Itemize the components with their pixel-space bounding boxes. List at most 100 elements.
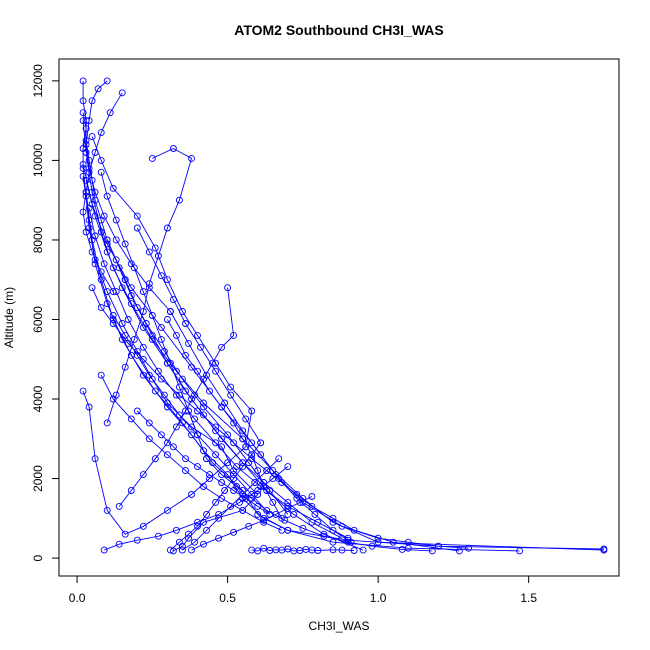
data-point	[175, 411, 183, 419]
data-point	[465, 544, 472, 552]
data-point	[109, 312, 117, 319]
series-line	[106, 239, 289, 515]
data-point	[97, 156, 105, 164]
data-point	[127, 415, 135, 423]
data-point	[145, 371, 153, 379]
data-point	[88, 176, 96, 184]
data-point	[157, 323, 165, 331]
data-point	[91, 232, 99, 240]
data-point	[175, 196, 183, 204]
data-point	[516, 547, 524, 555]
data-point	[133, 304, 141, 312]
data-point	[194, 331, 201, 339]
data-point	[284, 504, 292, 512]
data-point	[88, 284, 96, 292]
data-point	[139, 355, 147, 363]
data-point	[299, 524, 307, 532]
data-point	[320, 532, 328, 540]
data-point	[344, 534, 352, 542]
data-point	[118, 284, 126, 292]
data-point	[145, 435, 153, 443]
data-point	[163, 276, 171, 284]
data-point	[206, 475, 213, 483]
data-point	[227, 383, 235, 391]
data-point	[82, 149, 90, 156]
data-point	[329, 538, 337, 546]
data-point	[263, 467, 271, 475]
series-line	[206, 458, 433, 552]
data-point	[227, 502, 235, 510]
data-point	[112, 236, 120, 244]
series-line	[136, 410, 271, 515]
data-point	[239, 491, 247, 498]
data-point	[166, 308, 174, 315]
data-point	[182, 467, 189, 475]
data-point	[218, 479, 226, 486]
series-line	[136, 227, 262, 444]
data-point	[260, 544, 268, 552]
y-tick-label: 2000	[31, 465, 45, 492]
data-point	[242, 415, 250, 423]
data-point	[91, 212, 99, 220]
series-line	[85, 192, 520, 552]
data-point	[115, 540, 123, 548]
plot-area	[79, 77, 608, 555]
data-point	[163, 403, 171, 411]
data-point	[133, 224, 141, 232]
data-point	[91, 188, 99, 196]
data-point	[148, 335, 156, 343]
x-tick-label: 1.0	[370, 591, 387, 605]
series-line	[104, 466, 289, 551]
data-point	[157, 272, 165, 280]
y-tick-label: 8000	[31, 226, 45, 253]
y-axis: 0 2000 4000 6000 8000 10000 12000	[31, 64, 60, 561]
data-point	[103, 77, 111, 85]
data-point	[121, 530, 129, 538]
data-point	[260, 516, 268, 524]
data-point	[212, 367, 220, 375]
data-point	[139, 288, 147, 296]
x-axis: 0.0 0.5 1.0 1.5	[69, 575, 537, 605]
data-point	[157, 335, 165, 343]
data-point	[227, 391, 235, 399]
data-point	[221, 487, 229, 494]
data-point	[230, 419, 238, 427]
data-point	[260, 518, 268, 526]
data-point	[200, 403, 207, 411]
data-point	[206, 387, 213, 395]
data-point	[163, 224, 171, 232]
data-point	[257, 439, 265, 447]
data-point	[281, 516, 289, 524]
data-point	[91, 455, 99, 463]
series-line	[100, 374, 282, 531]
data-point	[109, 320, 117, 327]
data-point	[314, 547, 322, 554]
data-point	[350, 526, 358, 534]
data-point	[163, 439, 171, 447]
data-point	[85, 204, 93, 212]
data-point	[188, 154, 195, 162]
data-point	[182, 351, 189, 359]
data-point	[145, 284, 153, 292]
data-point	[191, 391, 198, 399]
series-line	[124, 279, 343, 539]
data-point	[157, 431, 165, 439]
data-point	[254, 467, 262, 475]
data-point	[248, 439, 256, 447]
y-tick-label: 10000	[31, 143, 45, 177]
data-point	[230, 331, 238, 339]
data-point	[166, 546, 174, 554]
data-point	[112, 288, 120, 296]
x-tick-label: 1.5	[520, 591, 537, 605]
data-point	[106, 109, 114, 117]
data-point	[103, 248, 111, 256]
data-point	[124, 316, 132, 323]
data-point	[142, 320, 150, 327]
data-point	[91, 149, 99, 156]
data-point	[329, 526, 337, 534]
data-point	[97, 276, 105, 284]
data-point	[103, 192, 111, 200]
data-point	[115, 502, 123, 510]
data-point	[200, 483, 207, 490]
